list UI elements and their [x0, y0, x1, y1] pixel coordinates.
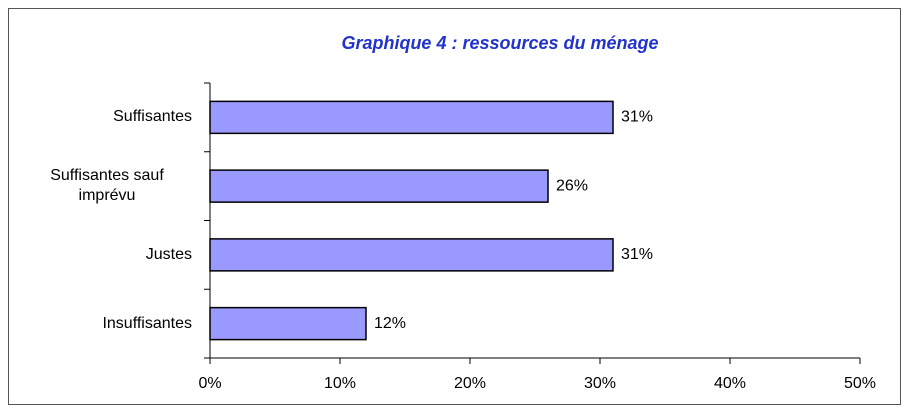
value-label: 12%	[374, 315, 406, 332]
chart-border	[8, 8, 901, 405]
x-tick-label: 20%	[454, 375, 486, 392]
y-tick-label-box: Suffisantes sauf imprévu	[22, 156, 192, 216]
chart-title: Graphique 4 : ressources du ménage	[341, 33, 658, 53]
y-tick-label: Suffisantes	[113, 108, 192, 126]
bar	[209, 238, 614, 272]
y-tick-label-box: Insuffisantes	[102, 294, 192, 354]
x-tick-label: 50%	[844, 375, 876, 392]
value-label: 31%	[621, 246, 653, 263]
value-label: 26%	[556, 177, 588, 194]
bar	[209, 100, 614, 135]
x-tick-label: 30%	[584, 375, 616, 392]
y-tick-label: Insuffisantes	[102, 314, 192, 332]
y-tick-label: Suffisantes sauf imprévu	[50, 167, 164, 205]
x-tick-label: 0%	[198, 375, 221, 392]
y-tick-label-box: Justes	[146, 225, 192, 285]
x-tick-label: 10%	[324, 375, 356, 392]
value-label: 31%	[621, 109, 653, 126]
y-tick-label-box: Suffisantes	[113, 87, 192, 147]
bar	[209, 169, 549, 203]
y-tick-label: Justes	[145, 245, 192, 263]
bar	[209, 306, 367, 341]
x-tick-label: 40%	[714, 375, 746, 392]
